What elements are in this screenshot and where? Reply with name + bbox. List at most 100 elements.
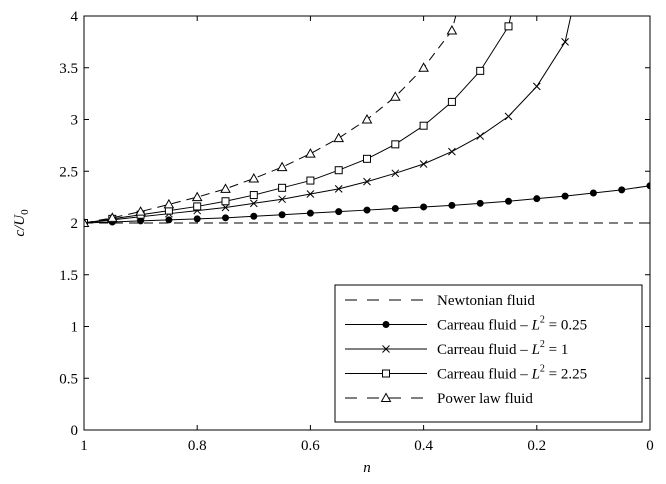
series-group (84, 16, 650, 227)
legend-label-tail: = 2.25 (545, 367, 587, 383)
axis-ticks: 1 0.8 0.6 0.4 0.2 0 0 0.5 1 1.5 2 2.5 3 3.5 4 (59, 9, 654, 454)
data-point-2-14 (476, 132, 485, 140)
x-tick-label: 0.4 (414, 438, 433, 454)
data-point-1-12 (420, 203, 428, 211)
data-point-1-8 (306, 209, 314, 217)
x-axis-label: n (363, 460, 371, 476)
data-point-4-12 (418, 62, 429, 72)
series-4 (84, 16, 458, 227)
data-point-4-5 (220, 183, 231, 193)
data-point-4-0 (84, 217, 90, 227)
x-tick-label: 0.8 (188, 438, 207, 454)
y-tick-label: 4 (71, 9, 79, 25)
data-point-2-16 (532, 82, 541, 91)
data-point-1-10 (363, 206, 371, 214)
data-point-4-10 (361, 113, 373, 124)
data-point-3-7 (278, 183, 287, 192)
data-point-3-9 (334, 166, 343, 175)
data-point-1-15 (505, 197, 512, 205)
legend-label-sup: 2 (540, 364, 545, 375)
data-point-1-16 (533, 195, 541, 203)
y-tick-label: 0 (71, 423, 79, 439)
data-point-1-6 (250, 212, 258, 220)
y-tick-label: 3.5 (59, 61, 78, 77)
legend-entry-3: Carreau fluid – L2 = 2.25 (345, 364, 587, 383)
legend-label-sup: 2 (540, 315, 545, 326)
legend-label-4: Power law fluid (437, 391, 533, 407)
legend-entry-2: Carreau fluid – L2 = 1 (345, 339, 568, 358)
data-point-3-5 (221, 197, 230, 206)
y-tick-label: 0.5 (59, 371, 78, 387)
legend-entry-4: Power law fluid (345, 391, 533, 407)
data-point-2-7 (278, 195, 286, 204)
data-point-4-11 (389, 91, 401, 101)
data-point-4-9 (333, 132, 345, 143)
data-point-3-10 (363, 154, 371, 163)
data-point-2-9 (334, 184, 343, 193)
y-axis-label: c/U0 (12, 209, 31, 237)
legend-entry-0: Newtonian fluid (345, 293, 535, 309)
legend-label-tail: = 0.25 (545, 318, 587, 334)
legend-label-3: Carreau fluid – L2 = 2.25 (437, 364, 587, 383)
data-point-1-4 (193, 215, 201, 223)
data-point-2-6 (249, 199, 258, 208)
legend-label-2: Carreau fluid – L2 = 1 (437, 339, 568, 358)
y-axis-label-main: c/U (12, 214, 28, 237)
data-point-4-6 (248, 172, 260, 183)
data-point-2-13 (448, 147, 456, 156)
data-point-3-11 (391, 140, 400, 149)
series-line-4 (84, 16, 457, 224)
x-tick-label: 0.2 (527, 438, 546, 454)
data-point-4-2 (135, 206, 146, 216)
legend-marker-3 (382, 369, 390, 378)
data-point-4-3 (163, 198, 175, 209)
y-tick-label: 1.5 (59, 268, 78, 284)
data-point-1-7 (278, 211, 286, 219)
data-point-2-8 (306, 190, 315, 198)
legend-label-sup: 2 (540, 339, 545, 350)
data-point-2-17 (561, 38, 569, 46)
data-point-1-14 (476, 199, 484, 207)
data-point-4-8 (305, 148, 316, 158)
data-point-3-12 (419, 121, 428, 130)
data-point-1-18 (589, 189, 597, 197)
legend-label-main: Carreau fluid – (437, 318, 532, 334)
legend-label-main: Newtonian fluid (437, 293, 535, 309)
data-point-4-1 (106, 212, 118, 222)
data-point-2-12 (419, 160, 428, 168)
data-point-3-15 (504, 22, 513, 31)
data-point-4-7 (276, 161, 288, 172)
legend-label-0: Newtonian fluid (437, 293, 535, 309)
data-point-4-4 (191, 191, 203, 202)
data-point-3-8 (306, 176, 315, 185)
axes-frame (83, 15, 651, 431)
series-line-2 (84, 16, 572, 224)
legend-label-main: Carreau fluid – (437, 342, 532, 358)
y-axis-label-subscript: 0 (19, 209, 31, 215)
data-point-1-3 (165, 216, 173, 224)
legend-marker-4 (380, 392, 392, 402)
legend-label-var: L (531, 318, 540, 334)
legend-label-main: Power law fluid (437, 391, 533, 407)
data-point-2-10 (363, 177, 371, 186)
data-point-3-6 (249, 191, 258, 200)
data-point-3-4 (193, 202, 202, 211)
data-point-4-13 (446, 24, 458, 35)
x-tick-label: 0.6 (301, 438, 320, 454)
legend-label-tail: = 1 (545, 342, 568, 358)
series-2 (84, 16, 572, 227)
data-point-1-17 (561, 192, 569, 200)
legend-entry-1: Carreau fluid – L2 = 0.25 (345, 315, 587, 334)
y-tick-label: 2.5 (59, 164, 78, 180)
series-line-3 (84, 16, 512, 224)
data-point-1-11 (391, 205, 399, 213)
data-point-2-15 (504, 112, 513, 121)
legend-marker-1 (382, 321, 390, 328)
y-tick-label: 2 (71, 216, 79, 232)
data-point-1-20 (646, 182, 650, 190)
legend-label-var: L (531, 342, 540, 358)
data-point-1-9 (335, 208, 343, 216)
y-tick-label: 1 (71, 320, 79, 336)
data-point-1-19 (618, 186, 626, 194)
